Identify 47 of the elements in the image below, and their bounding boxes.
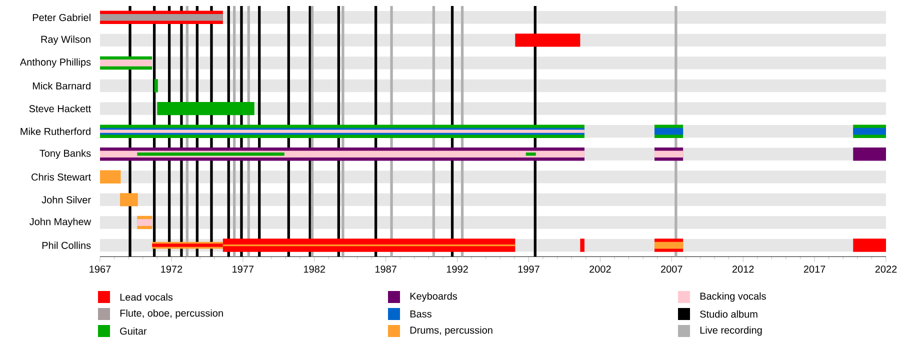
bar bbox=[154, 79, 158, 92]
bar bbox=[100, 14, 223, 21]
legend-label: Keyboards bbox=[410, 292, 458, 302]
legend-label: Studio album bbox=[700, 310, 758, 318]
y-tick-label: Chris Stewart bbox=[32, 173, 91, 181]
x-tick-label: 1992 bbox=[446, 266, 468, 273]
y-tick-label: Tony Banks bbox=[40, 149, 91, 159]
bar bbox=[100, 60, 152, 66]
x-tick-label: 2022 bbox=[875, 266, 897, 273]
y-tick-label: Ray Wilson bbox=[41, 36, 90, 45]
x-tick-label: 2012 bbox=[732, 266, 754, 273]
legend-label: Live recording bbox=[700, 326, 762, 336]
bar bbox=[654, 150, 684, 158]
x-tick-label: 1997 bbox=[518, 266, 540, 273]
x-tick-label: 2007 bbox=[661, 266, 682, 273]
legend-label: Flute, oboe, percussion bbox=[120, 309, 223, 319]
x-tick-label: 1977 bbox=[232, 266, 254, 273]
bar bbox=[120, 193, 138, 206]
bar bbox=[100, 170, 121, 184]
legend-label: Guitar bbox=[120, 327, 147, 335]
y-tick-label: John Mayhew bbox=[30, 218, 92, 228]
y-tick-label: Steve Hackett bbox=[29, 104, 91, 112]
bar bbox=[654, 128, 684, 135]
bar bbox=[853, 128, 886, 135]
x-tick-label: 1972 bbox=[161, 266, 182, 273]
bar bbox=[853, 148, 886, 161]
x-tick-label: 2017 bbox=[804, 266, 826, 273]
y-tick-label: Mike Rutherford bbox=[20, 128, 90, 136]
y-tick-label: John Silver bbox=[42, 196, 91, 204]
x-tick-label: 1987 bbox=[375, 266, 396, 273]
y-tick-label: Phil Collins bbox=[42, 242, 91, 249]
legend-label: Bass bbox=[410, 310, 432, 318]
bar bbox=[137, 219, 152, 226]
x-tick-label: 1967 bbox=[90, 266, 111, 273]
y-tick-label: Peter Gabriel bbox=[32, 14, 90, 22]
bar bbox=[853, 238, 886, 252]
x-tick-label: 1982 bbox=[304, 266, 325, 273]
y-tick-label: Mick Barnard bbox=[32, 82, 90, 90]
legend-label: Drums, percussion bbox=[410, 326, 492, 336]
bar bbox=[515, 34, 580, 47]
legend-label: Lead vocals bbox=[120, 293, 173, 301]
y-tick-label: Anthony Phillips bbox=[20, 58, 91, 68]
x-tick-label: 2002 bbox=[590, 266, 611, 273]
bar bbox=[654, 242, 684, 249]
bar bbox=[157, 102, 254, 116]
legend-label: Backing vocals bbox=[700, 292, 766, 302]
bar bbox=[580, 238, 584, 252]
